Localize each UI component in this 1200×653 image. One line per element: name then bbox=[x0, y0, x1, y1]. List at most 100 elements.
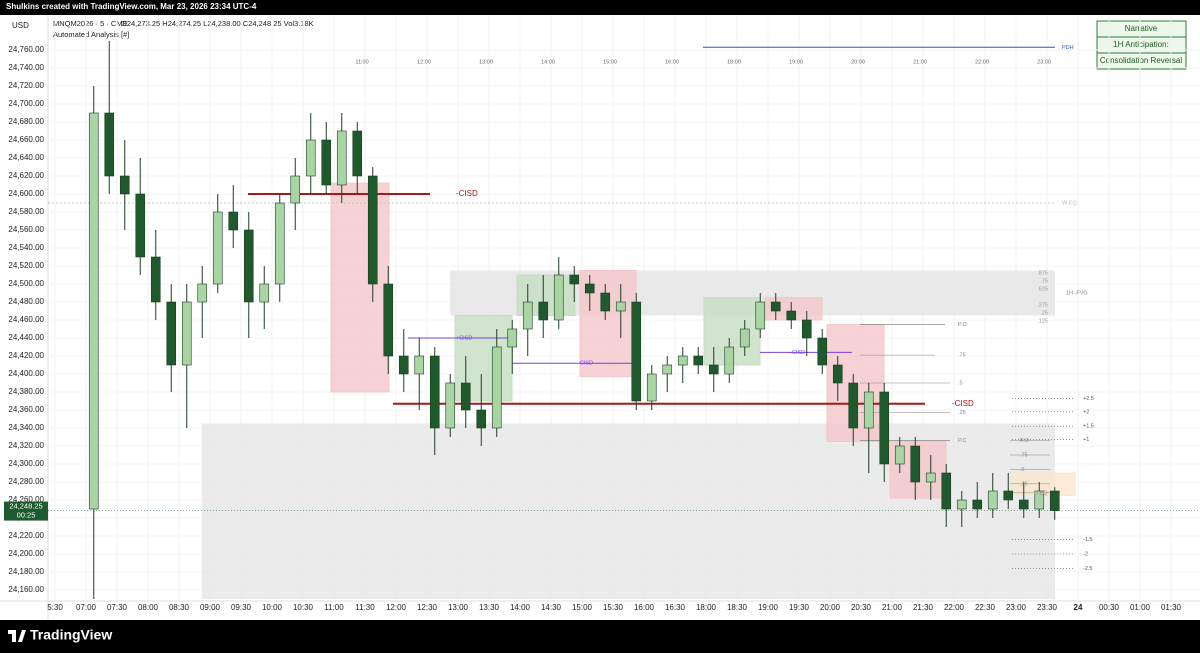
candle-body bbox=[817, 337, 828, 366]
y-tick-label: 24,640.00 bbox=[8, 153, 44, 162]
top-time-label: 19:00 bbox=[789, 59, 803, 65]
fvg-label: .25 bbox=[1040, 311, 1048, 317]
y-tick-label: 24,740.00 bbox=[8, 63, 44, 72]
candle-body bbox=[708, 364, 719, 375]
candle bbox=[863, 383, 874, 473]
candle bbox=[274, 194, 285, 302]
symbol: MNQM2026 · 5 · CME bbox=[53, 19, 128, 28]
candle bbox=[832, 356, 843, 401]
candle-body bbox=[321, 139, 332, 186]
x-tick-label: 23:00 bbox=[1006, 603, 1027, 612]
candle-body bbox=[150, 256, 161, 303]
candle-body bbox=[770, 301, 781, 312]
candle-body bbox=[848, 382, 859, 429]
candle bbox=[1003, 473, 1014, 509]
candle bbox=[135, 158, 146, 275]
fvg-label: .375 bbox=[1037, 303, 1048, 309]
candle-body bbox=[383, 283, 394, 357]
candle bbox=[476, 374, 487, 446]
level-label: .5 bbox=[958, 380, 963, 386]
y-tick-label: 24,480.00 bbox=[8, 297, 44, 306]
candle-body bbox=[956, 499, 967, 510]
candle-body bbox=[398, 355, 409, 375]
candle-body bbox=[197, 283, 208, 303]
y-tick-label: 24,600.00 bbox=[8, 189, 44, 198]
level-label: -CISD bbox=[456, 189, 478, 198]
candle-body bbox=[894, 445, 905, 465]
top-time-label: 21:00 bbox=[913, 59, 927, 65]
candle bbox=[460, 356, 471, 428]
x-tick-label: 10:30 bbox=[293, 603, 314, 612]
x-tick-label: 22:30 bbox=[975, 603, 996, 612]
x-tick-label: 14:00 bbox=[510, 603, 531, 612]
candle-body bbox=[228, 211, 239, 231]
level-label: +2.5 bbox=[1083, 396, 1094, 402]
candle bbox=[600, 284, 611, 320]
candle-body bbox=[367, 175, 378, 285]
candle bbox=[631, 293, 642, 410]
candle-body bbox=[507, 328, 518, 348]
level-label: +2 bbox=[1083, 409, 1089, 415]
candle-body bbox=[119, 175, 130, 195]
y-tick-label: 24,500.00 bbox=[8, 279, 44, 288]
caption: Shulkins created with TradingView.com, M… bbox=[6, 2, 257, 11]
top-time-label: 23:00 bbox=[1037, 59, 1051, 65]
x-tick-label: 12:00 bbox=[386, 603, 407, 612]
level-label: D EQ bbox=[1034, 490, 1048, 496]
level-label: .75 bbox=[958, 353, 966, 359]
top-time-label: 12:00 bbox=[417, 59, 431, 65]
level-label: +1.5 bbox=[1083, 424, 1094, 430]
candle-body bbox=[476, 409, 487, 429]
candle-body bbox=[801, 319, 812, 339]
x-tick-label: 07:30 bbox=[107, 603, 128, 612]
candle bbox=[290, 158, 301, 230]
candle-body bbox=[832, 364, 843, 384]
y-tick-label: 24,420.00 bbox=[8, 351, 44, 360]
top-time-label: 20:00 bbox=[851, 59, 865, 65]
candle bbox=[212, 194, 223, 293]
x-tick-label: 11:00 bbox=[324, 603, 344, 612]
y-tick-label: 24,300.00 bbox=[8, 459, 44, 468]
x-tick-label: 20:30 bbox=[851, 603, 872, 612]
candle-body bbox=[662, 364, 673, 375]
x-tick-label: 08:30 bbox=[169, 603, 190, 612]
candle-body bbox=[290, 175, 301, 204]
x-tick-label: 08:00 bbox=[138, 603, 159, 612]
candle bbox=[228, 185, 239, 248]
candle bbox=[181, 284, 192, 428]
level-label: .5 bbox=[1020, 467, 1025, 473]
candle bbox=[987, 473, 998, 518]
candle bbox=[367, 167, 378, 302]
y-tick-label: 24,580.00 bbox=[8, 207, 44, 216]
candle bbox=[956, 491, 967, 527]
y-tick-label: 24,280.00 bbox=[8, 477, 44, 486]
brand-logo bbox=[8, 630, 26, 642]
x-tick-label: 23:30 bbox=[1037, 603, 1058, 612]
candle bbox=[1018, 482, 1029, 518]
candle-body bbox=[600, 292, 611, 312]
candle bbox=[1049, 487, 1060, 520]
top-time-label: 14:00 bbox=[541, 59, 555, 65]
y-tick-label: 24,200.00 bbox=[8, 549, 44, 558]
x-tick-label: 13:00 bbox=[448, 603, 469, 612]
y-tick-label: 24,460.00 bbox=[8, 315, 44, 324]
x-tick-label: 07:00 bbox=[76, 603, 97, 612]
candle-body bbox=[1018, 499, 1029, 510]
candle-body bbox=[972, 499, 983, 510]
top-time-label: 11:00 bbox=[355, 59, 368, 65]
y-tick-label: 24,320.00 bbox=[8, 441, 44, 450]
candle-body bbox=[538, 301, 549, 321]
level-label: -1.5 bbox=[1083, 537, 1092, 543]
candle-body bbox=[646, 373, 657, 402]
candle-body bbox=[925, 472, 936, 483]
candle-body bbox=[615, 301, 626, 312]
candle-body bbox=[677, 355, 688, 366]
level-label: 1H -FVG bbox=[1066, 290, 1088, 296]
level-label: PDH bbox=[1062, 45, 1074, 51]
candle bbox=[910, 437, 921, 500]
y-tick-label: 24,760.00 bbox=[8, 45, 44, 54]
y-tick-label: 24,620.00 bbox=[8, 171, 44, 180]
candle-body bbox=[755, 301, 766, 330]
candle-body bbox=[460, 382, 471, 411]
level-label: .25 bbox=[958, 410, 966, 416]
